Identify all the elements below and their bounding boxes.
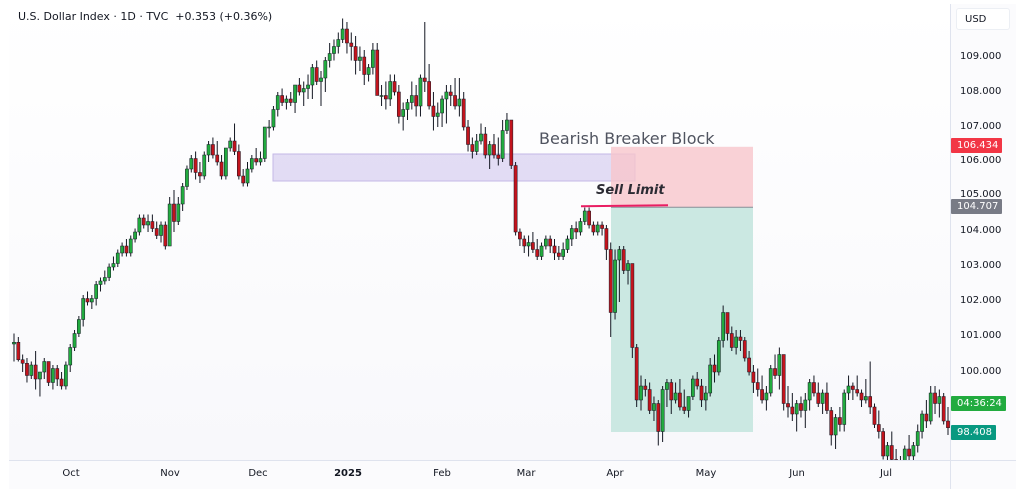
time-label: Mar (516, 468, 536, 479)
candles (12, 18, 950, 460)
price-tick: 109.000 (960, 51, 1002, 62)
time-label: May (695, 468, 717, 479)
time-label: Apr (606, 468, 624, 479)
stop-loss-price-badge: 106.434 (951, 138, 1003, 153)
price-tick: 107.000 (960, 121, 1002, 132)
axis-corner (950, 460, 1016, 489)
breaker-block-label[interactable]: Bearish Breaker Block (539, 129, 715, 148)
time-label: Feb (433, 468, 451, 479)
time-label: Nov (160, 468, 180, 479)
last-price-badge: 98.408 (951, 425, 996, 440)
price-tick: 100.000 (960, 366, 1002, 377)
time-label: Dec (248, 468, 268, 479)
price-tick: 102.000 (960, 295, 1002, 306)
entry-price-badge: 104.707 (951, 199, 1003, 214)
price-tick: 103.000 (960, 260, 1002, 271)
price-axis[interactable] (950, 4, 1016, 460)
symbol-legend[interactable]: U.S. Dollar Index · 1D · TVC +0.353 (+0.… (18, 10, 273, 23)
price-tick: 101.000 (960, 330, 1002, 341)
time-label: Oct (62, 468, 80, 479)
currency-button[interactable]: USD (956, 8, 1010, 30)
time-axis[interactable] (9, 460, 950, 489)
annotation-lines (580, 204, 669, 208)
time-label: Jul (879, 468, 893, 479)
price-tick: 108.000 (960, 86, 1002, 97)
sell-limit-label[interactable]: Sell Limit (596, 183, 665, 198)
price-tick: 105.000 (960, 189, 1002, 200)
price-tick: 106.000 (960, 155, 1002, 166)
price-tick: 104.000 (960, 225, 1002, 236)
time-label: 2025 (334, 468, 362, 479)
bar-countdown-badge: 04:36:24 (951, 396, 1006, 411)
time-label: Jun (789, 468, 805, 479)
annotation-zones (272, 146, 753, 432)
